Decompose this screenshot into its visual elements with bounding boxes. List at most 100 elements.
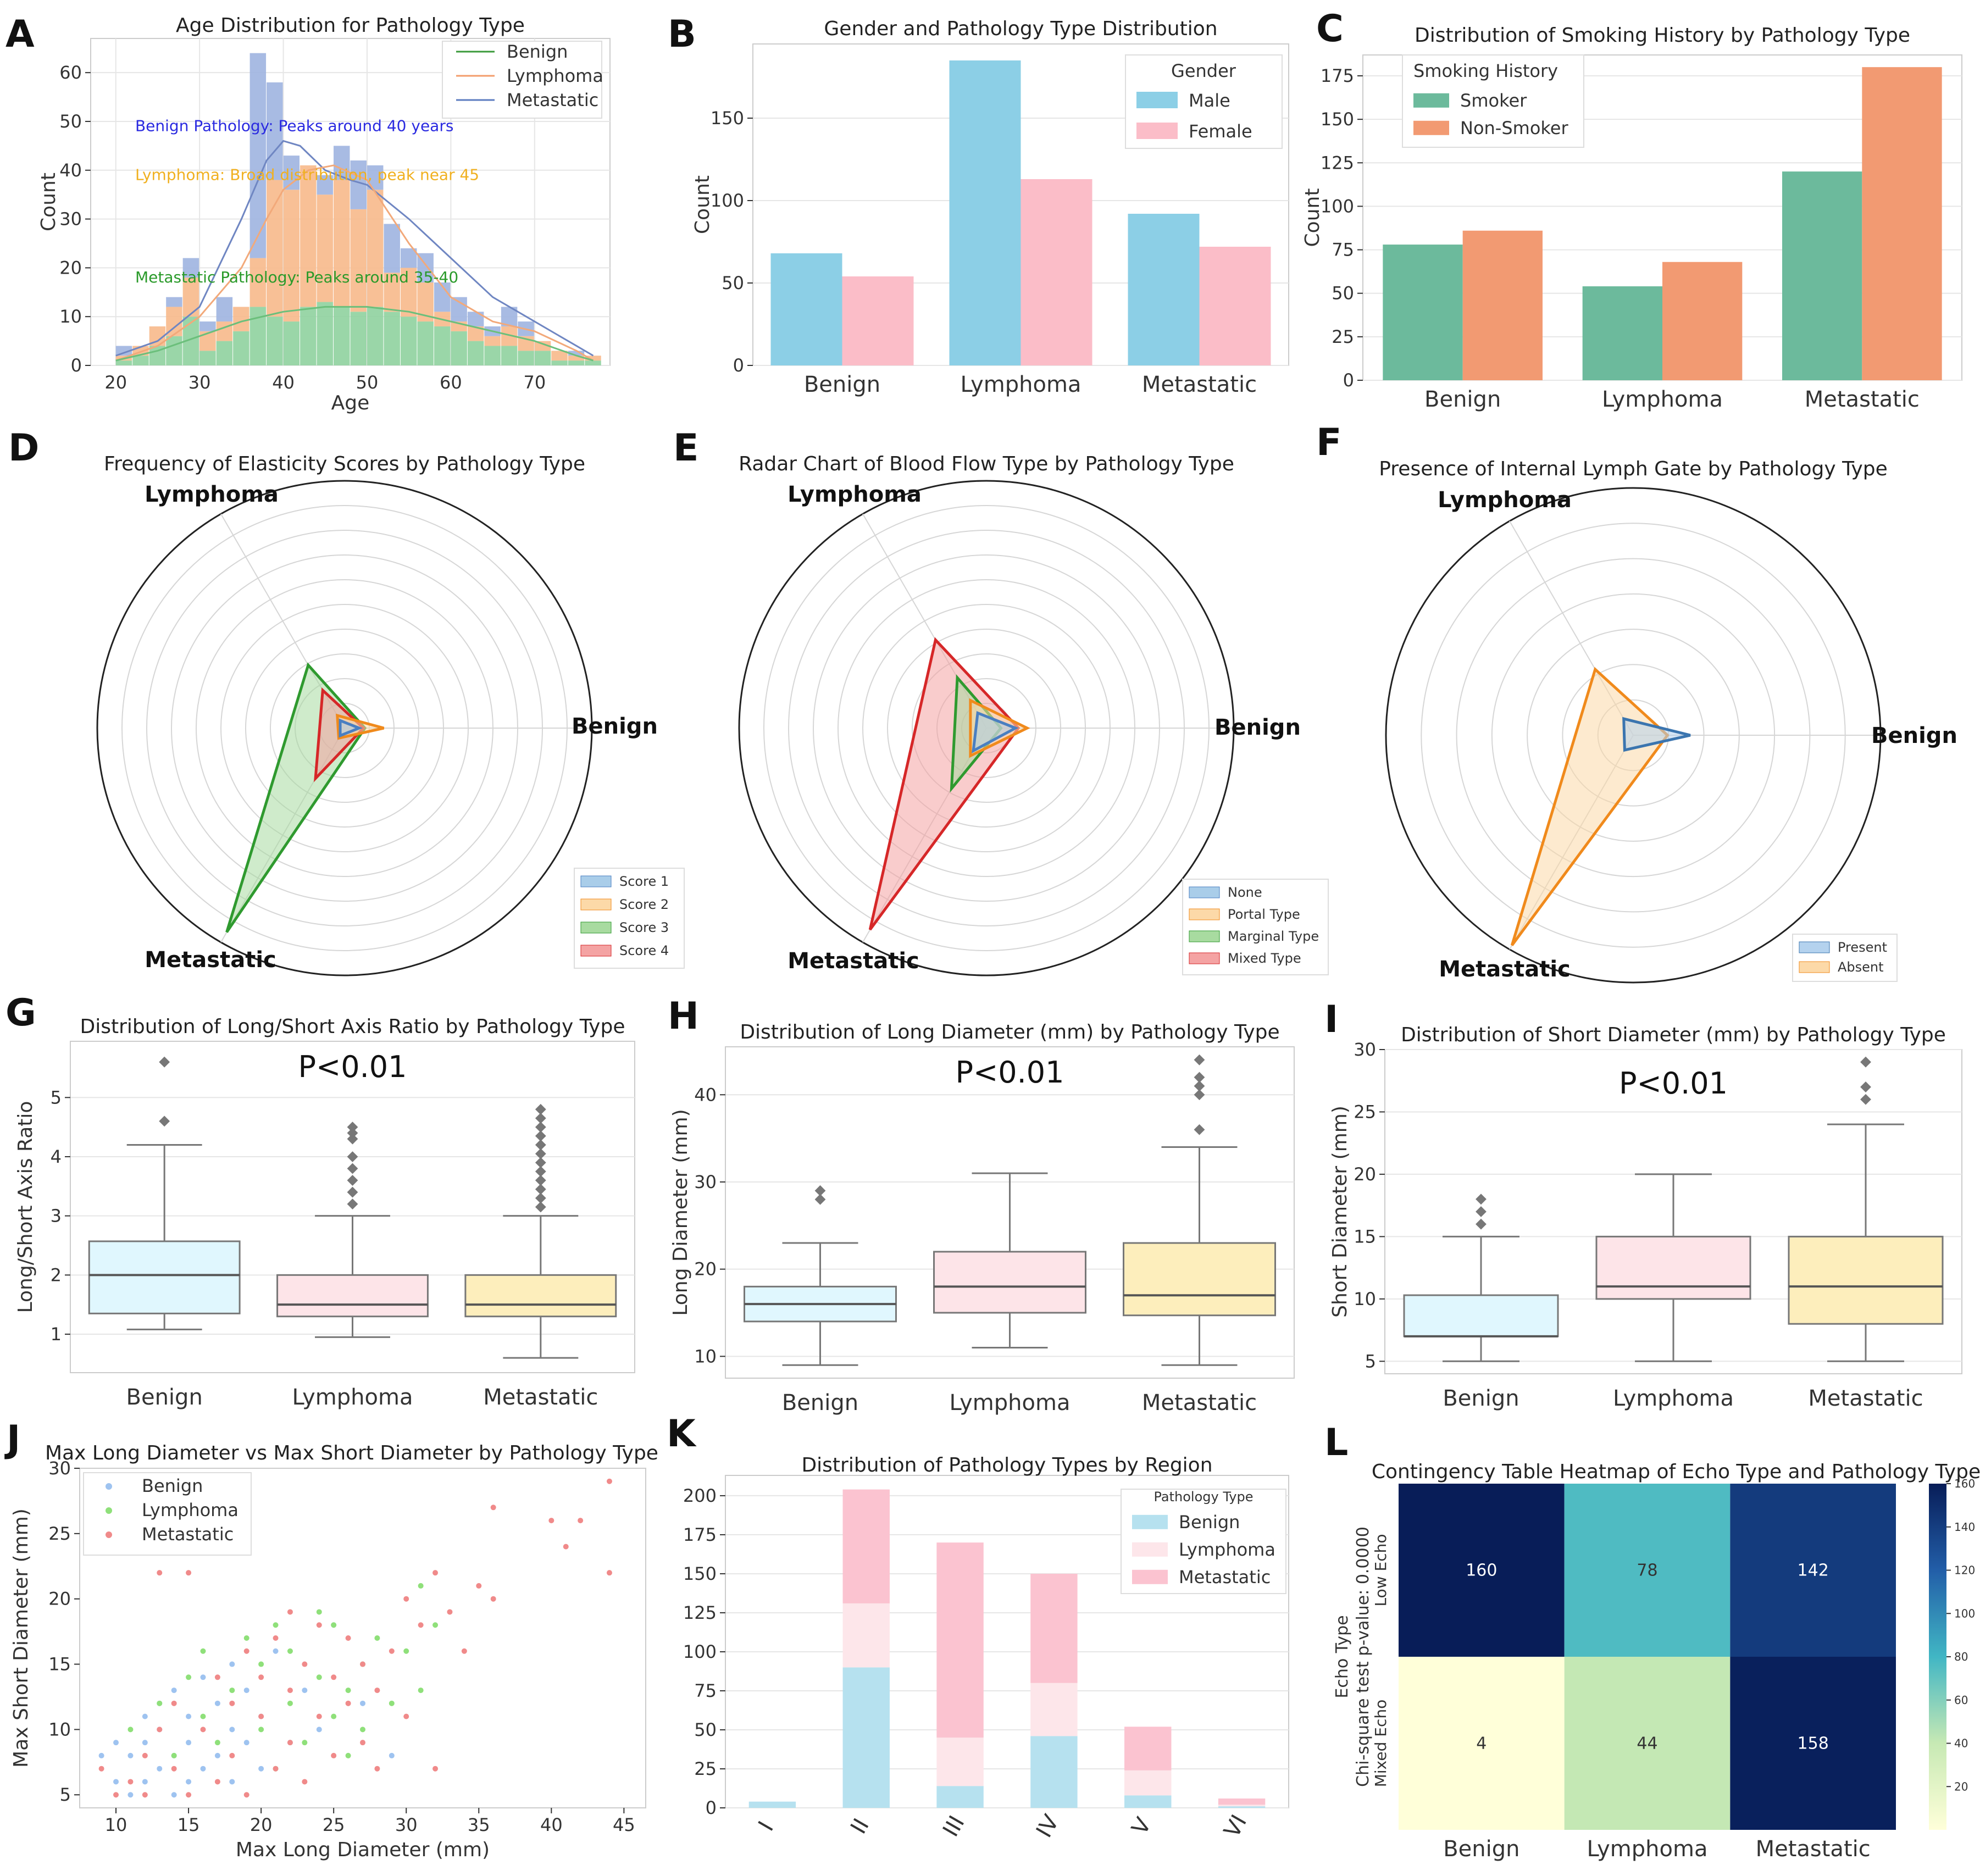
scatter-point-metastatic: [287, 1688, 293, 1694]
legend-swatch: [580, 945, 612, 957]
kde-line-metastatic: [115, 306, 594, 362]
y-tick-label: 150: [1321, 109, 1354, 130]
bar-lymphoma: [842, 1603, 890, 1668]
hist-bar-benign: [249, 53, 267, 258]
panel-a: A 0 10 20 30 40 50 60 20 30 40 50 60 70 Benign Patholo…: [5, 13, 611, 414]
hist-bar-metastatic: [434, 326, 451, 365]
box-body: [1123, 1242, 1276, 1317]
scatter-point-metastatic: [258, 1674, 264, 1680]
scatter-point-metastatic: [447, 1609, 453, 1615]
bar-lymphoma: [1124, 1770, 1172, 1796]
legend-swatch: [1799, 961, 1830, 973]
hist-bar-lymphoma: [249, 258, 267, 307]
scatter-point-metastatic: [98, 1766, 104, 1772]
hist-bar-metastatic: [568, 360, 585, 365]
scatter-point-metastatic: [490, 1505, 496, 1511]
scatter-point-lymphoma: [389, 1700, 395, 1706]
bar-benign: [936, 1786, 984, 1808]
legend-label: Score 1: [619, 874, 669, 889]
scatter-point-benign: [243, 1688, 249, 1694]
legend-label: Mixed Type: [1228, 951, 1301, 966]
bar-benign: [1124, 1795, 1172, 1808]
panel-e: E Radar Chart of Blood Flow Type by Patho…: [673, 426, 1329, 976]
hist-bar-lymphoma: [367, 190, 384, 307]
scatter-point-metastatic: [606, 1478, 612, 1484]
hist-bar-benign: [115, 346, 132, 356]
x-tick-label: Metastatic: [483, 1385, 598, 1410]
box-outlier: [535, 1184, 546, 1195]
scatter-point-benign: [360, 1700, 365, 1706]
scatter-point-metastatic: [273, 1635, 279, 1641]
box-outlier: [1860, 1081, 1871, 1092]
x-tick-label: Lymphoma: [950, 1390, 1071, 1416]
hist-bar-metastatic: [501, 346, 518, 365]
scatter-point-lymphoma: [157, 1700, 163, 1706]
heatmap-cell: [1564, 1657, 1731, 1830]
legend-swatch: [1132, 1569, 1168, 1584]
chart-title: Age Distribution for Pathology Type: [176, 14, 525, 37]
y-tick-label: 0: [706, 1797, 717, 1818]
y-tick-label: 25: [694, 1758, 717, 1779]
box-body: [276, 1274, 429, 1318]
scatter-point-metastatic: [142, 1792, 148, 1798]
scatter-point-lymphoma: [345, 1752, 351, 1758]
y-tick-label: 75: [1332, 240, 1354, 260]
scatter-point-lymphoma: [331, 1713, 337, 1719]
legend-label: Score 4: [619, 943, 669, 958]
x-tick-label: Benign: [782, 1390, 858, 1416]
heatmap-cell: [1730, 1484, 1896, 1657]
box-outlier: [1860, 1094, 1871, 1105]
y-tick-label: 150: [683, 1563, 717, 1584]
y-tick-label: 20: [48, 1589, 71, 1609]
y-tick-label: Mixed Echo: [1372, 1700, 1390, 1788]
legend-label: Benign: [1179, 1512, 1240, 1533]
scatter-point-metastatic: [490, 1596, 496, 1602]
scatter-point-benign: [186, 1713, 192, 1719]
y-tick-label: 5: [51, 1087, 62, 1108]
x-tick-label: Metastatic: [1808, 1386, 1923, 1411]
radar-axis-label: Benign: [1871, 723, 1957, 748]
y-tick-label: 10: [694, 1346, 717, 1367]
x-tick-label: Lymphoma: [292, 1385, 413, 1410]
y-tick-label: 10: [1354, 1289, 1376, 1309]
chart-title: Distribution of Short Diameter (mm) by P…: [1401, 1024, 1946, 1046]
x-tick-label: Metastatic: [1142, 1390, 1257, 1416]
chart-title: Distribution of Long Diameter (mm) by Pa…: [740, 1021, 1279, 1044]
scatter-point-benign: [258, 1766, 264, 1772]
bar-male: [770, 253, 842, 365]
radar-axis-label: Lymphoma: [787, 482, 922, 507]
y-tick-label: 5: [60, 1784, 71, 1805]
legend-title: Pathology Type: [1154, 1489, 1254, 1505]
y-axis-label: Long/Short Axis Ratio: [14, 1101, 37, 1313]
scatter-point-lymphoma: [287, 1700, 293, 1706]
x-tick-label: I: [753, 1817, 779, 1835]
scatter-point-lymphoma: [345, 1688, 351, 1694]
y-tick-label: 30: [694, 1172, 717, 1192]
scatter-point-metastatic: [287, 1740, 293, 1746]
y-axis-label: Echo Type: [1333, 1615, 1352, 1698]
scatter-point-metastatic: [331, 1752, 337, 1758]
scatter-point-benign: [186, 1740, 192, 1746]
box-outlier: [535, 1130, 546, 1142]
legend-label: Present: [1838, 940, 1887, 955]
box-outlier: [535, 1148, 546, 1159]
chart-title: Distribution of Long/Short Axis Ratio by…: [80, 1015, 625, 1038]
heatmap-cell: [1399, 1657, 1565, 1830]
chart-title: Presence of Internal Lymph Gate by Patho…: [1379, 458, 1888, 480]
box-outlier: [1860, 1056, 1871, 1068]
hist-bar-metastatic: [216, 341, 233, 365]
box-body: [464, 1274, 617, 1318]
chart-title: Gender and Pathology Type Distribution: [824, 18, 1217, 40]
panel-label: D: [8, 426, 39, 470]
x-tick-label: 40: [272, 372, 295, 393]
heatmap-cell: [1399, 1484, 1565, 1657]
x-tick-label: 20: [250, 1814, 273, 1835]
y-tick-label: 20: [694, 1259, 717, 1280]
y-tick-label: 20: [1354, 1164, 1376, 1185]
box-outlier: [1476, 1218, 1487, 1230]
y-axis-label: Short Diameter (mm): [1329, 1106, 1351, 1318]
box-body: [1788, 1235, 1944, 1325]
scatter-point-metastatic: [345, 1700, 351, 1706]
bar-benign: [1218, 1806, 1266, 1808]
panel-i: I 5 10 15 20 25 30 Benign Lymphoma Metastatic P<0.…: [1324, 998, 1962, 1411]
